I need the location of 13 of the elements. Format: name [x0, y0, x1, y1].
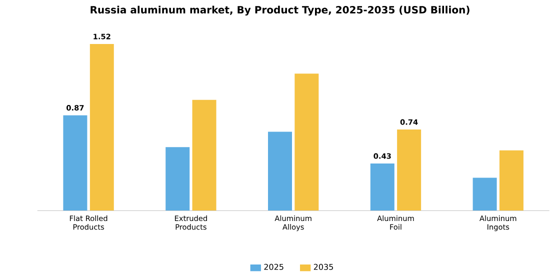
- bar: [268, 132, 292, 211]
- legend-label: 2035: [314, 264, 333, 270]
- bar: [90, 44, 114, 211]
- chart-title: Russia aluminum market, By Product Type, 2025-2035 (USD Billion): [90, 6, 470, 16]
- legend-label: 2025: [264, 264, 284, 270]
- bar: [370, 164, 394, 211]
- bar: [166, 147, 190, 211]
- bar: [397, 130, 422, 211]
- bar: [192, 100, 216, 211]
- bar: [63, 115, 88, 211]
- bar: [472, 178, 497, 211]
- bar: [294, 74, 319, 211]
- bar: [499, 150, 524, 211]
